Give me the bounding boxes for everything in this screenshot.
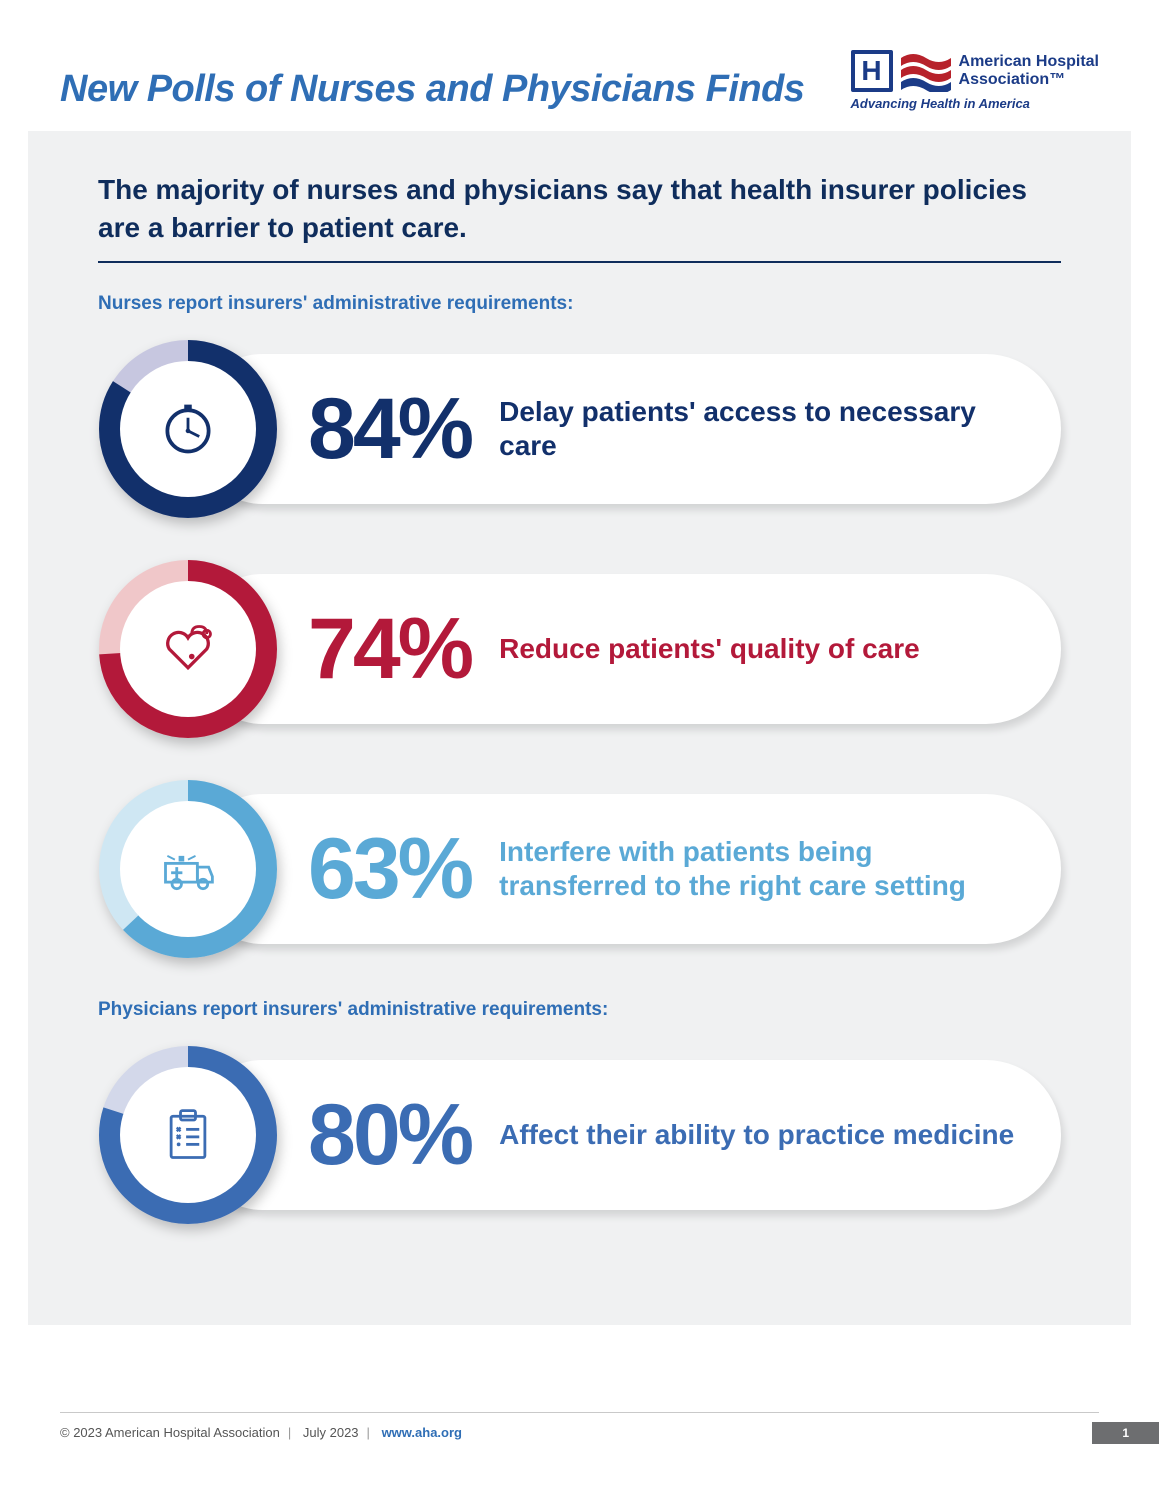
donut-chart [98,1045,278,1225]
clock-icon [120,361,256,497]
stat-row: 84% Delay patients' access to necessary … [98,339,1061,519]
stat-pill: 74% Reduce patients' quality of care [188,574,1061,724]
clipboard-icon [120,1067,256,1203]
footer-url[interactable]: www.aha.org [382,1425,462,1440]
donut-chart [98,559,278,739]
stat-description: Reduce patients' quality of care [499,632,920,666]
logo-wave-icon [901,50,951,92]
page-number-badge: 1 [1092,1422,1159,1444]
logo-h-icon: H [851,50,893,92]
stat-percentage: 80% [308,1092,471,1178]
section-label: Physicians report insurers' administrati… [98,999,1061,1021]
headline: The majority of nurses and physicians sa… [98,171,1061,263]
stat-pill: 80% Affect their ability to practice med… [188,1060,1061,1210]
stat-pill: 84% Delay patients' access to necessary … [188,354,1061,504]
page-title: New Polls of Nurses and Physicians Finds [60,68,804,111]
donut-chart [98,339,278,519]
stat-row: 80% Affect their ability to practice med… [98,1045,1061,1225]
logo-org-line2: Association™ [959,71,1099,89]
stat-pill: 63% Interfere with patients being transf… [188,794,1061,944]
stat-description: Interfere with patients being transferre… [499,835,1021,902]
donut-chart [98,779,278,959]
stat-description: Delay patients' access to necessary care [499,395,1021,462]
logo-tagline: Advancing Health in America [851,96,1030,111]
stat-description: Affect their ability to practice medicin… [499,1118,1014,1152]
section-label: Nurses report insurers' administrative r… [98,293,1061,315]
footer-text: © 2023 American Hospital Association| Ju… [60,1425,462,1440]
stat-percentage: 84% [308,386,471,472]
aha-logo: H American Hospital Association™ Advanci… [851,50,1099,111]
heart-steth-icon [120,581,256,717]
ambulance-icon [120,801,256,937]
stat-row: 74% Reduce patients' quality of care [98,559,1061,739]
stat-row: 63% Interfere with patients being transf… [98,779,1061,959]
logo-org-line1: American Hospital [959,53,1099,71]
stat-percentage: 63% [308,826,471,912]
stat-percentage: 74% [308,606,471,692]
